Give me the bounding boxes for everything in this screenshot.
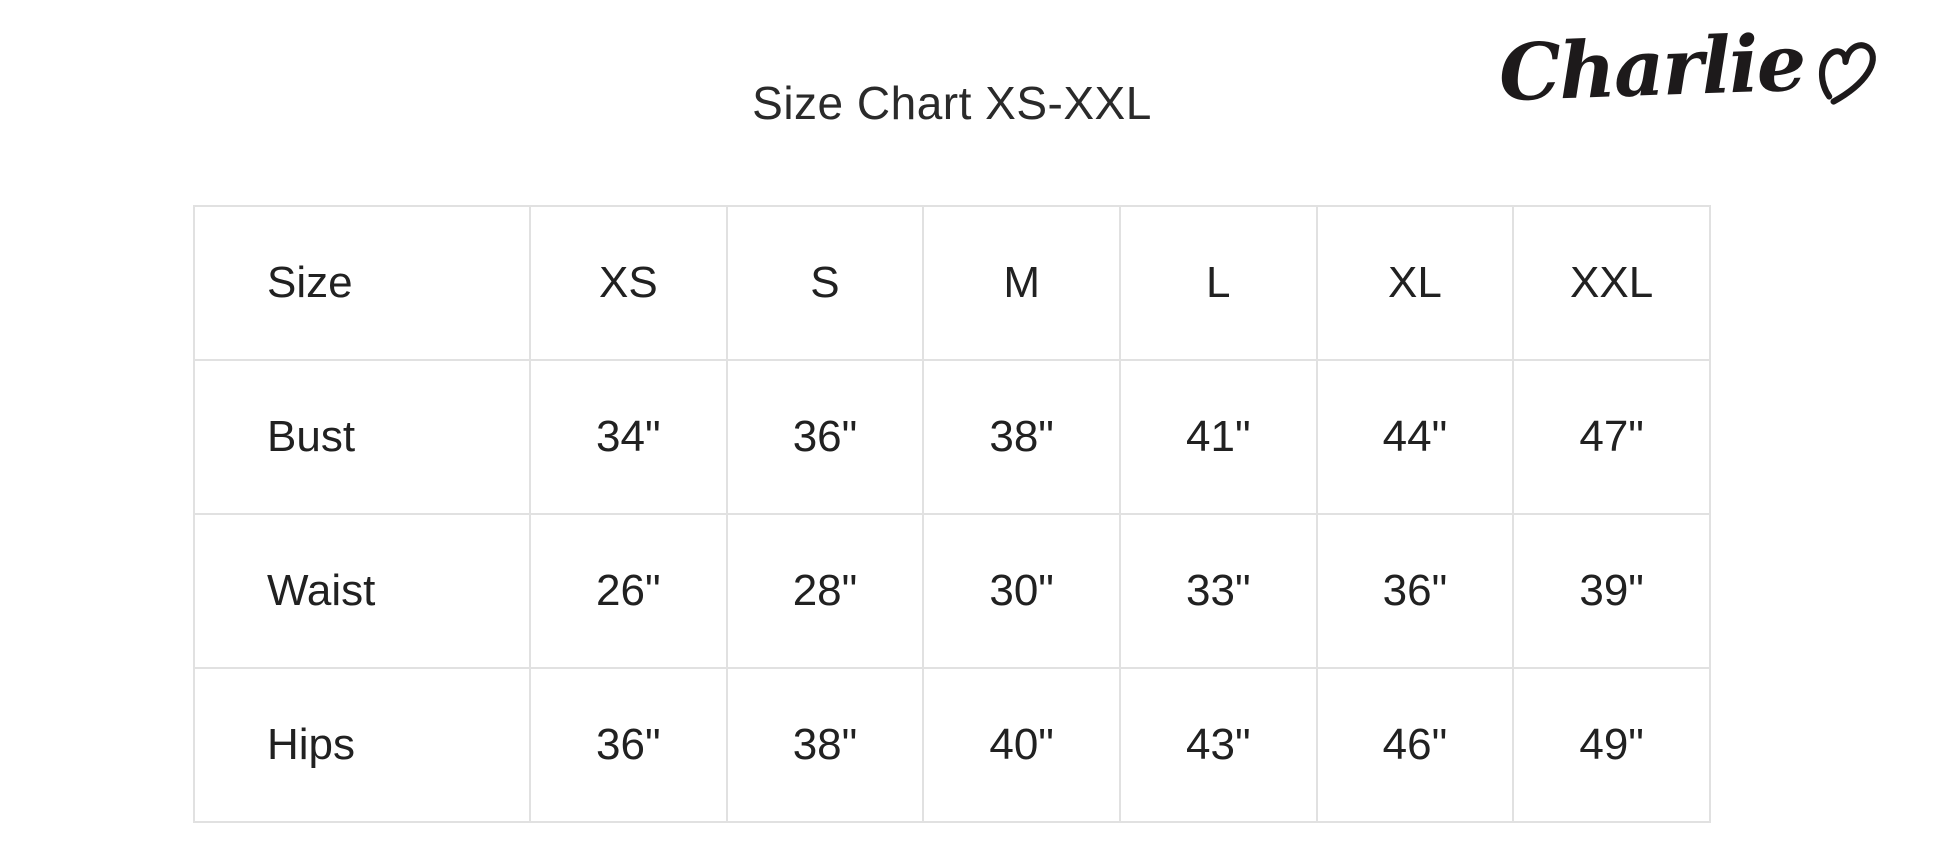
cell-waist-m: 30" [922, 513, 1121, 669]
column-header-m: M [922, 205, 1121, 361]
cell-bust-xl: 44" [1315, 359, 1515, 515]
cell-hips-xl: 46" [1315, 667, 1515, 823]
cell-waist-xs: 26" [529, 513, 728, 669]
row-label-waist: Waist [193, 513, 531, 669]
column-header-l: L [1118, 205, 1318, 361]
column-header-xl: XL [1315, 205, 1515, 361]
cell-bust-xxl: 47" [1512, 359, 1711, 515]
brand-logo-text: Charlie [1497, 17, 1806, 120]
row-label-hips: Hips [193, 667, 531, 823]
cell-hips-xs: 36" [529, 667, 728, 823]
cell-bust-l: 41" [1118, 359, 1318, 515]
size-chart-header-row: Size XS S M L XL XXL [193, 205, 1711, 361]
cell-hips-s: 38" [725, 667, 925, 823]
row-waist: Waist 26" 28" 30" 33" 36" 39" [193, 513, 1711, 669]
cell-bust-m: 38" [922, 359, 1121, 515]
cell-waist-xl: 36" [1315, 513, 1515, 669]
cell-bust-xs: 34" [529, 359, 728, 515]
column-header-size: Size [193, 205, 531, 361]
size-chart-table: Size XS S M L XL XXL Bust 34" 36" 38" 41" 44" 47" Wai… [193, 205, 1711, 823]
cell-bust-s: 36" [725, 359, 925, 515]
cell-hips-xxl: 49" [1512, 667, 1711, 823]
cell-waist-xxl: 39" [1512, 513, 1711, 669]
cell-waist-l: 33" [1118, 513, 1318, 669]
row-label-bust: Bust [193, 359, 531, 515]
cell-hips-m: 40" [922, 667, 1121, 823]
row-bust: Bust 34" 36" 38" 41" 44" 47" [193, 359, 1711, 515]
column-header-xxl: XXL [1512, 205, 1711, 361]
page-title: Size Chart XS-XXL [752, 77, 1152, 129]
row-hips: Hips 36" 38" 40" 43" 46" 49" [193, 667, 1711, 823]
column-header-s: S [725, 205, 925, 361]
cell-hips-l: 43" [1118, 667, 1318, 823]
heart-b-icon [1818, 42, 1876, 105]
brand-logo: Charlie [1497, 18, 1882, 119]
column-header-xs: XS [529, 205, 728, 361]
cell-waist-s: 28" [725, 513, 925, 669]
